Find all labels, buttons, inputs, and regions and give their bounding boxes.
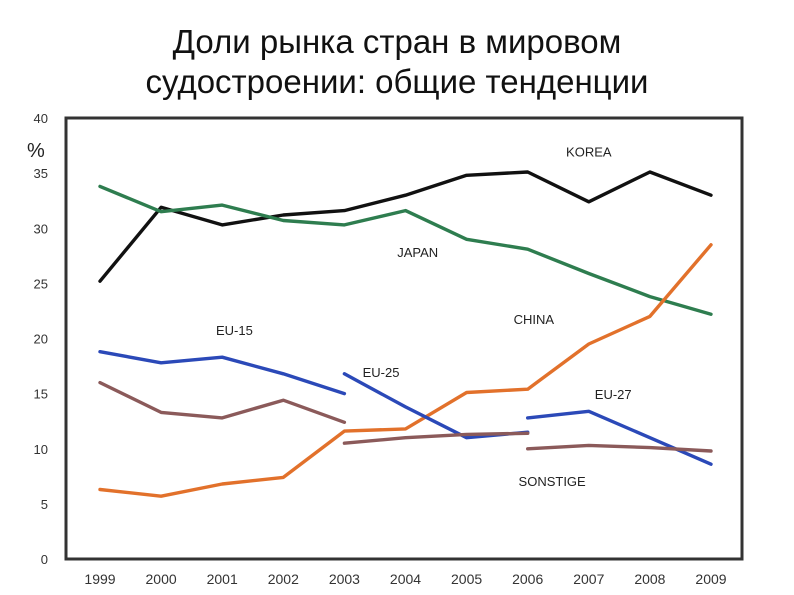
chart-title-line-1: Доли рынка стран в мировом <box>172 23 622 60</box>
x-tick-label: 2000 <box>146 571 177 587</box>
series-label-china: CHINA <box>514 312 555 327</box>
x-tick-label: 2007 <box>573 571 604 587</box>
series-label-eu-27: EU-27 <box>595 387 632 402</box>
series-line-china <box>98 243 713 498</box>
x-tick-label: 2005 <box>451 571 482 587</box>
series-label-japan: JAPAN <box>397 245 438 260</box>
series-line-eu-27 <box>526 409 713 466</box>
series-line-sonstige-segment-2 <box>342 431 530 445</box>
x-tick-label: 2008 <box>634 571 665 587</box>
x-tick-label: 2001 <box>207 571 238 587</box>
x-tick-label: 2003 <box>329 571 360 587</box>
x-tick-label: 2009 <box>695 571 726 587</box>
series-label-eu-15: EU-15 <box>216 323 253 338</box>
chart-title: Доли рынка стран в мировом судостроении:… <box>0 22 794 102</box>
x-tick-label: 2002 <box>268 571 299 587</box>
series-line-korea <box>98 170 713 283</box>
y-tick-label: 35 <box>34 166 48 181</box>
y-tick-label: 5 <box>41 497 48 512</box>
y-axis-unit-label: % <box>27 140 45 162</box>
chart-title-line-2: судостроении: общие тенденции <box>145 63 649 100</box>
series-line-sonstige-segment-1 <box>98 380 347 424</box>
series-line-eu-15 <box>98 350 347 396</box>
x-tick-label: 2004 <box>390 571 421 587</box>
series-line-sonstige-segment-3 <box>526 443 713 453</box>
series-lines <box>98 170 713 498</box>
y-tick-label: 10 <box>34 442 48 457</box>
x-tick-label: 1999 <box>84 571 115 587</box>
series-label-eu-25: EU-25 <box>363 365 400 380</box>
y-axis-ticks: 0 5 10 15 20 25 30 35 40 <box>34 111 48 567</box>
series-line-japan <box>98 184 713 316</box>
series-labels: KOREA JAPAN CHINA EU-15 EU-25 EU-27 SONSTIGE <box>216 145 632 490</box>
y-tick-label: 30 <box>34 221 48 236</box>
series-label-korea: KOREA <box>566 145 612 160</box>
series-label-sonstige: SONSTIGE <box>519 474 587 489</box>
x-tick-label: 2006 <box>512 571 543 587</box>
y-tick-label: 0 <box>41 552 48 567</box>
x-axis-ticks: 1999 2000 2001 2002 2003 2004 2005 2006 2007 2008… <box>84 571 726 587</box>
y-tick-label: 25 <box>34 276 48 291</box>
y-tick-label: 40 <box>34 111 48 126</box>
plot-frame <box>64 116 744 561</box>
series-line-eu-25 <box>342 372 530 440</box>
y-tick-label: 20 <box>34 332 48 347</box>
y-tick-label: 15 <box>34 387 48 402</box>
